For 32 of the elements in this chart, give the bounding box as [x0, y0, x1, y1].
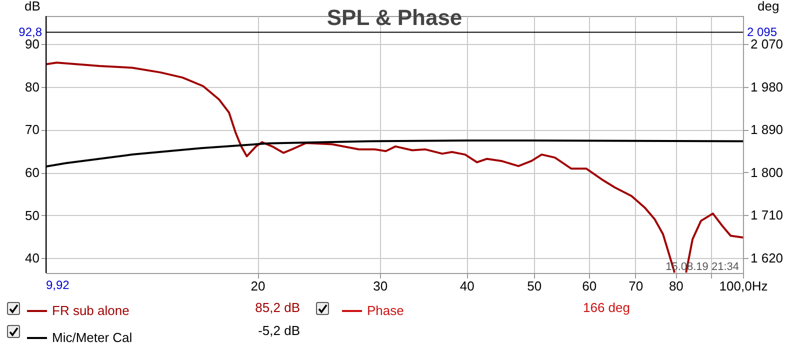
text: 85,2 dB — [254, 300, 300, 315]
y2-tick-label: 2 070 — [750, 36, 784, 52]
ref-line-label: 9,92 — [46, 278, 70, 292]
y2-tick-label: 1 980 — [750, 79, 784, 94]
y-tick-label: 80 — [25, 79, 40, 94]
legend-label: FR sub alone — [52, 303, 130, 318]
x-tick-label: 40 — [460, 278, 474, 294]
legend-label: Phase — [367, 303, 404, 318]
x-tick-label: 20 — [250, 278, 266, 294]
y2-tick-label: 1 620 — [750, 250, 784, 266]
x-tick-label: 30 — [373, 278, 388, 294]
y-tick-label: 70 — [25, 122, 40, 138]
x-tick-label: 100,0Hz — [719, 278, 768, 294]
legend-label: Mic/Meter Cal — [52, 330, 132, 345]
x-tick-label: 70 — [628, 278, 644, 294]
y-tick-label: 90 — [25, 36, 40, 52]
text: -5,2 dB — [257, 323, 300, 338]
x-tick-label: 50 — [527, 278, 542, 294]
chart-title: SPL & Phase — [326, 5, 462, 30]
y-axis-title: dB — [24, 0, 40, 14]
y2-tick-label: 1 800 — [750, 164, 784, 180]
y2-axis-title: deg — [758, 0, 780, 14]
y-tick-label: 40 — [25, 250, 40, 266]
x-tick-label: 80 — [668, 278, 684, 294]
y2-tick-label: 1 890 — [750, 122, 784, 138]
y-tick-label: 50 — [25, 208, 40, 223]
y2-tick-label: 1 710 — [750, 208, 784, 223]
text: 2 095 — [747, 25, 778, 40]
text: 166 deg — [582, 300, 630, 315]
ref-line-label: 92,8 — [18, 25, 42, 40]
x-tick-label: 60 — [582, 278, 597, 294]
y-tick-label: 60 — [25, 165, 40, 180]
